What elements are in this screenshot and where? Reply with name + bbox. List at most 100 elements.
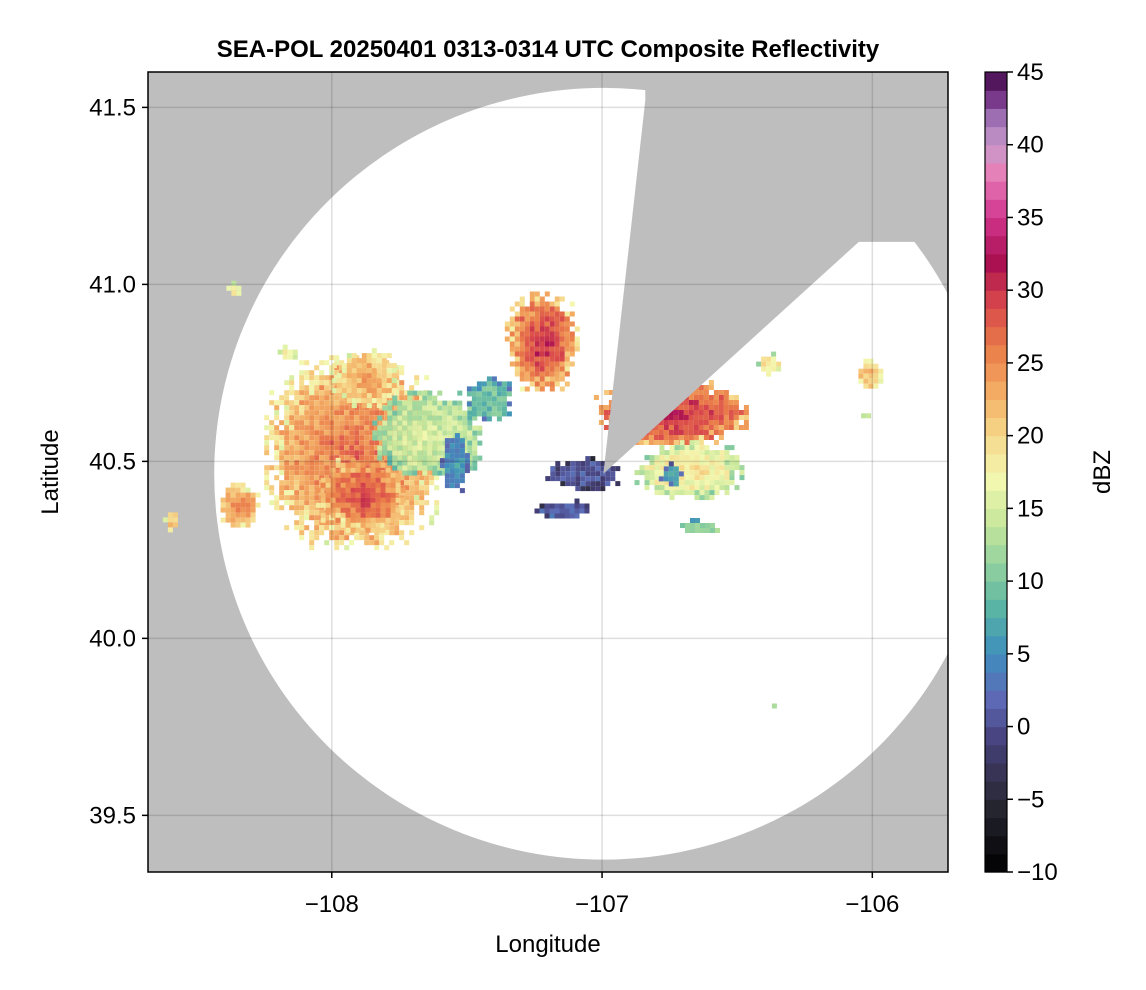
- reflectivity-pixel: [284, 415, 290, 421]
- reflectivity-pixel: [365, 512, 371, 518]
- reflectivity-pixel: [344, 430, 350, 436]
- reflectivity-pixel: [370, 482, 376, 488]
- reflectivity-pixel: [220, 502, 226, 508]
- colorbar-segment: [985, 781, 1007, 800]
- reflectivity-pixel: [345, 482, 351, 488]
- colorbar-segment: [985, 199, 1007, 219]
- reflectivity-pixel: [289, 420, 295, 426]
- reflectivity-pixel: [761, 356, 767, 362]
- reflectivity-pixel: [325, 477, 331, 483]
- reflectivity-pixel: [698, 410, 704, 415]
- reflectivity-pixel: [351, 393, 357, 399]
- reflectivity-pixel: [397, 435, 403, 441]
- reflectivity-pixel: [519, 336, 525, 342]
- reflectivity-pixel: [381, 393, 387, 399]
- reflectivity-pixel: [371, 353, 377, 359]
- reflectivity-pixel: [684, 450, 690, 456]
- reflectivity-pixel: [559, 296, 565, 302]
- reflectivity-pixel: [319, 390, 325, 396]
- reflectivity-pixel: [684, 445, 690, 451]
- reflectivity-pixel: [407, 420, 413, 426]
- reflectivity-pixel: [501, 386, 507, 392]
- reflectivity-pixel: [304, 460, 310, 466]
- reflectivity-pixel: [491, 376, 497, 382]
- reflectivity-pixel: [274, 410, 280, 416]
- reflectivity-pixel: [381, 398, 387, 404]
- reflectivity-pixel: [659, 450, 665, 456]
- reflectivity-pixel: [294, 465, 300, 471]
- reflectivity-pixel: [380, 507, 386, 513]
- reflectivity-pixel: [309, 400, 315, 406]
- reflectivity-pixel: [598, 405, 604, 410]
- reflectivity-pixel: [414, 375, 420, 381]
- reflectivity-pixel: [240, 487, 246, 493]
- reflectivity-pixel: [422, 425, 428, 431]
- reflectivity-pixel: [344, 410, 350, 416]
- reflectivity-pixel: [424, 480, 430, 486]
- reflectivity-pixel: [336, 388, 342, 394]
- reflectivity-pixel: [402, 425, 408, 431]
- reflectivity-pixel: [442, 445, 448, 451]
- reflectivity-pixel: [226, 285, 232, 291]
- reflectivity-pixel: [404, 540, 410, 546]
- reflectivity-pixel: [560, 471, 566, 477]
- reflectivity-pixel: [449, 453, 455, 459]
- reflectivity-pixel: [279, 480, 285, 486]
- reflectivity-pixel: [643, 435, 649, 440]
- reflectivity-pixel: [679, 475, 685, 481]
- reflectivity-pixel: [419, 525, 425, 531]
- reflectivity-pixel: [703, 390, 709, 395]
- reflectivity-pixel: [350, 472, 356, 478]
- reflectivity-pixel: [422, 395, 428, 401]
- reflectivity-pixel: [235, 517, 241, 523]
- reflectivity-pixel: [427, 460, 433, 466]
- reflectivity-pixel: [279, 490, 285, 496]
- reflectivity-pixel: [381, 373, 387, 379]
- reflectivity-pixel: [355, 492, 361, 498]
- reflectivity-pixel: [868, 358, 874, 364]
- reflectivity-pixel: [250, 492, 256, 498]
- reflectivity-pixel: [375, 492, 381, 498]
- reflectivity-pixel: [240, 522, 246, 528]
- reflectivity-pixel: [339, 460, 345, 466]
- reflectivity-pixel: [399, 365, 405, 371]
- reflectivity-pixel: [698, 435, 704, 440]
- reflectivity-pixel: [334, 385, 340, 391]
- reflectivity-pixel: [688, 405, 694, 410]
- reflectivity-pixel: [407, 430, 413, 436]
- reflectivity-pixel: [605, 471, 611, 477]
- reflectivity-pixel: [407, 390, 413, 396]
- reflectivity-pixel: [564, 513, 570, 519]
- reflectivity-pixel: [766, 356, 772, 362]
- reflectivity-pixel: [341, 383, 347, 389]
- reflectivity-pixel: [390, 512, 396, 518]
- reflectivity-pixel: [370, 527, 376, 533]
- reflectivity-pixel: [375, 462, 381, 468]
- reflectivity-pixel: [330, 492, 336, 498]
- reflectivity-pixel: [534, 508, 540, 514]
- reflectivity-pixel: [569, 361, 575, 367]
- reflectivity-pixel: [723, 420, 729, 425]
- reflectivity-pixel: [407, 460, 413, 466]
- reflectivity-pixel: [407, 405, 413, 411]
- reflectivity-pixel: [644, 475, 650, 481]
- reflectivity-pixel: [284, 440, 290, 446]
- reflectivity-pixel: [340, 487, 346, 493]
- reflectivity-pixel: [336, 373, 342, 379]
- reflectivity-pixel: [529, 296, 535, 302]
- reflectivity-pixel: [314, 515, 320, 521]
- reflectivity-pixel: [464, 463, 470, 469]
- reflectivity-pixel: [392, 435, 398, 441]
- reflectivity-pixel: [334, 405, 340, 411]
- reflectivity-pixel: [703, 385, 709, 390]
- reflectivity-pixel: [325, 487, 331, 493]
- reflectivity-pixel: [329, 530, 335, 536]
- reflectivity-pixel: [481, 396, 487, 402]
- reflectivity-pixel: [694, 450, 700, 456]
- reflectivity-pixel: [708, 410, 714, 415]
- reflectivity-pixel: [365, 497, 371, 503]
- reflectivity-pixel: [289, 505, 295, 511]
- reflectivity-pixel: [476, 411, 482, 417]
- reflectivity-pixel: [319, 440, 325, 446]
- reflectivity-pixel: [452, 425, 458, 431]
